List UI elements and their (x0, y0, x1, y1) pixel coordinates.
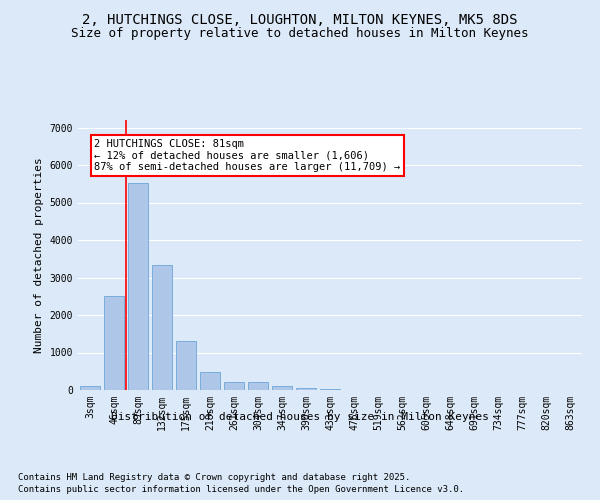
Bar (224, 382, 244, 390)
Bar (104, 296, 124, 390)
Text: Contains HM Land Registry data © Crown copyright and database right 2025.: Contains HM Land Registry data © Crown c… (18, 472, 410, 482)
Bar (296, 388, 316, 390)
Text: Size of property relative to detached houses in Milton Keynes: Size of property relative to detached ho… (71, 28, 529, 40)
Bar (152, 265, 172, 390)
Y-axis label: Number of detached properties: Number of detached properties (34, 157, 44, 353)
Bar (320, 389, 340, 390)
Text: 2 HUTCHINGS CLOSE: 81sqm
← 12% of detached houses are smaller (1,606)
87% of sem: 2 HUTCHINGS CLOSE: 81sqm ← 12% of detach… (94, 138, 401, 172)
Text: Distribution of detached houses by size in Milton Keynes: Distribution of detached houses by size … (111, 412, 489, 422)
Bar (272, 386, 292, 390)
Bar (80, 386, 100, 390)
Text: Contains public sector information licensed under the Open Government Licence v3: Contains public sector information licen… (18, 485, 464, 494)
Text: 2, HUTCHINGS CLOSE, LOUGHTON, MILTON KEYNES, MK5 8DS: 2, HUTCHINGS CLOSE, LOUGHTON, MILTON KEY… (82, 12, 518, 26)
Bar (176, 341, 196, 390)
Bar (200, 372, 220, 390)
Bar (128, 183, 148, 390)
Bar (248, 382, 268, 390)
